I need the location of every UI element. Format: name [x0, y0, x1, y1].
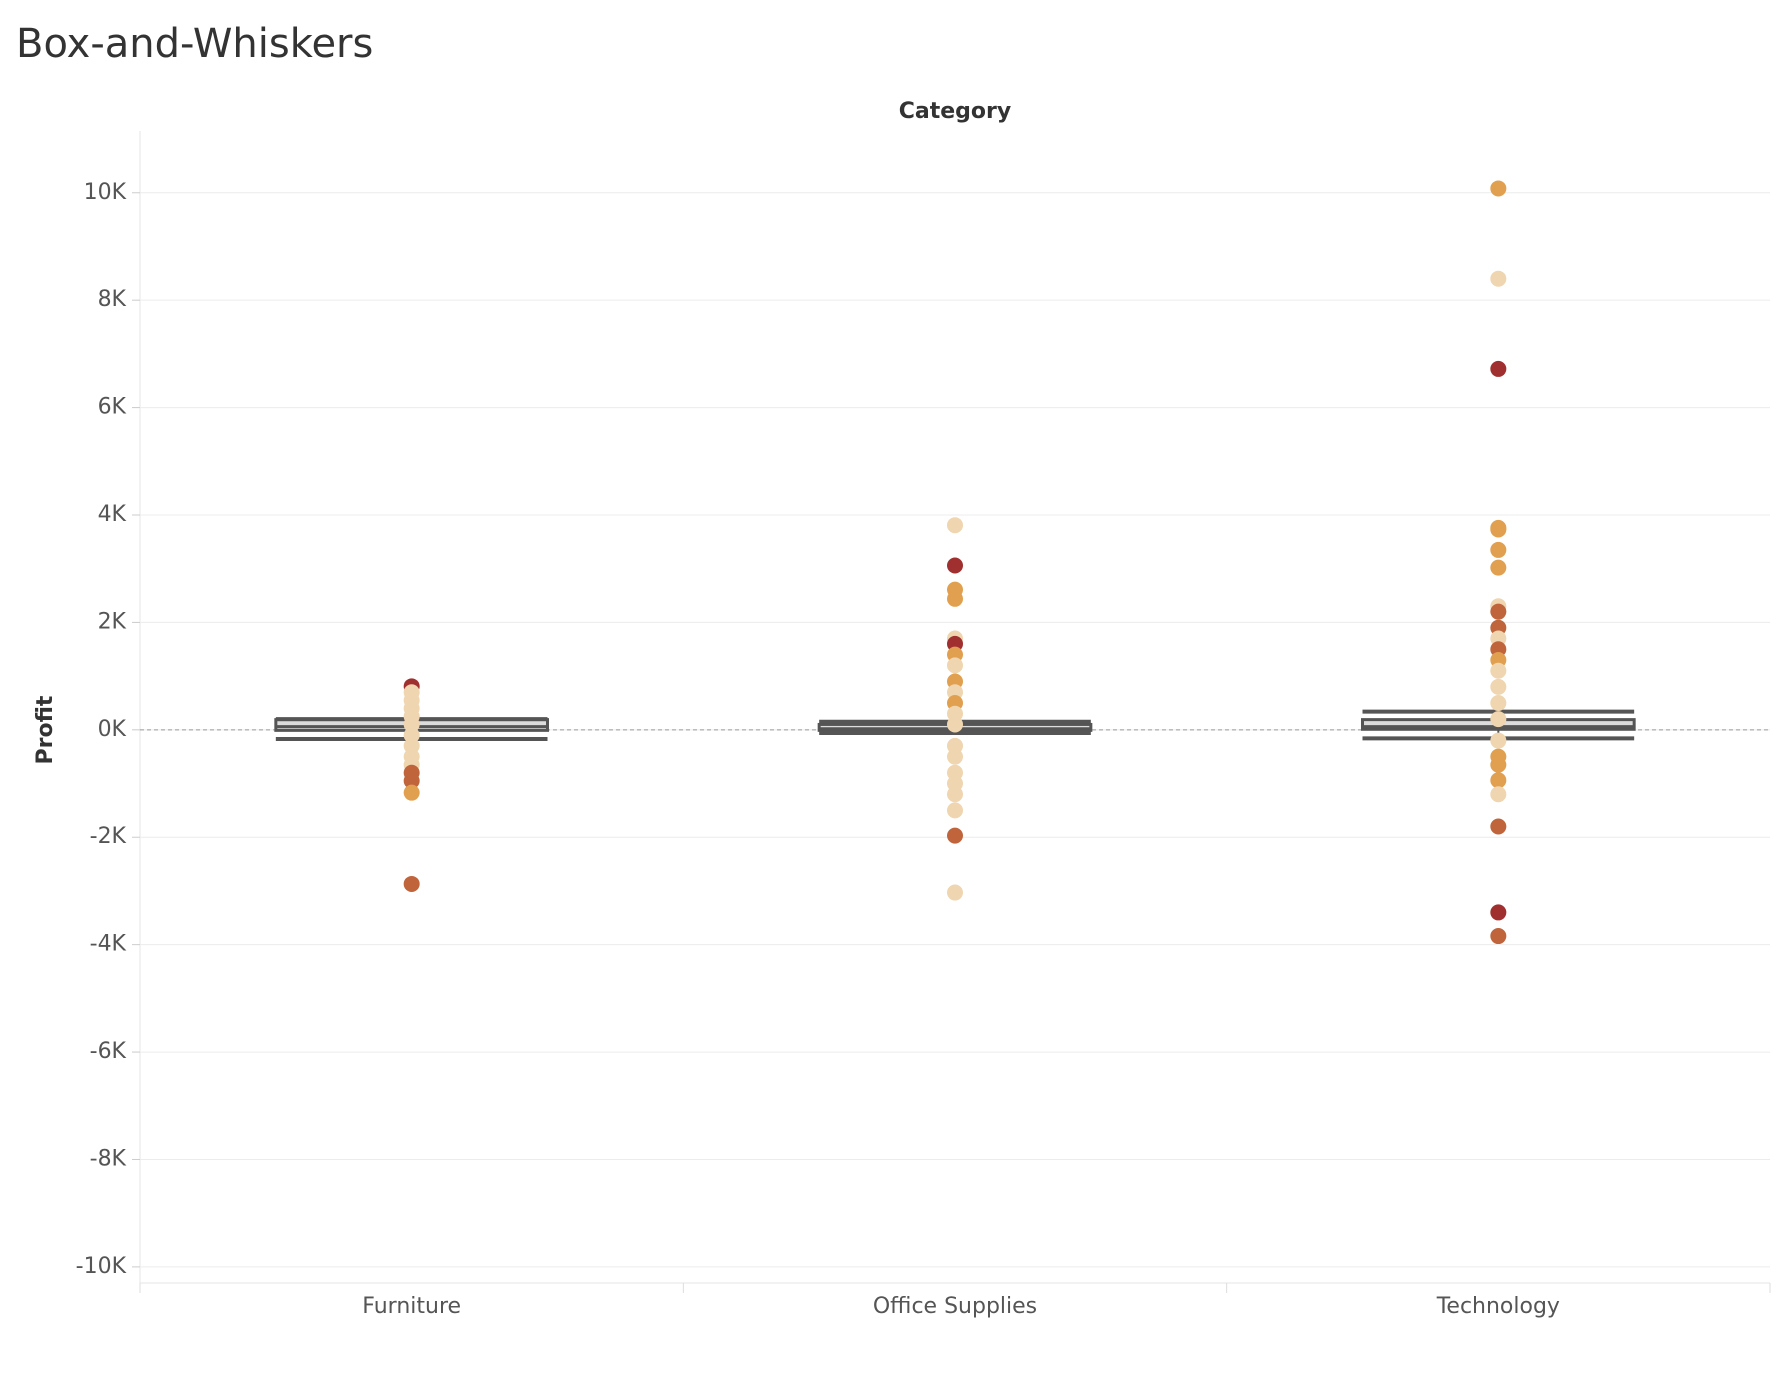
point	[403, 772, 420, 789]
y-tick-label: 0K	[98, 717, 127, 742]
point	[947, 517, 963, 534]
point	[1490, 521, 1507, 538]
point	[1490, 732, 1507, 749]
point	[1490, 694, 1507, 711]
point	[1490, 756, 1507, 773]
point	[1490, 360, 1507, 377]
point	[403, 784, 420, 801]
point	[947, 716, 963, 733]
y-tick-label: -4K	[90, 932, 127, 957]
point	[1490, 541, 1507, 558]
chart-title: Box-and-Whiskers	[16, 21, 373, 67]
point	[1490, 818, 1507, 835]
point	[1490, 928, 1507, 945]
point	[1490, 678, 1507, 695]
point	[947, 827, 963, 844]
point	[947, 557, 963, 574]
point	[1490, 904, 1507, 921]
point	[403, 875, 420, 892]
point	[947, 590, 963, 607]
point	[1490, 180, 1507, 197]
point	[1490, 270, 1507, 287]
y-tick-label: -2K	[90, 824, 127, 849]
point	[1490, 662, 1507, 679]
x-tick-label: Furniture	[362, 1294, 461, 1319]
point	[1490, 772, 1507, 789]
x-tick-label: Office Supplies	[873, 1294, 1037, 1319]
y-tick-label: -8K	[90, 1146, 127, 1171]
y-tick-label: 10K	[84, 180, 127, 205]
point	[947, 657, 963, 674]
y-tick-label: -6K	[90, 1039, 127, 1064]
point	[947, 748, 963, 765]
point	[947, 802, 963, 819]
y-axis-title: Profit	[33, 695, 58, 764]
point	[1490, 603, 1507, 620]
point	[1490, 559, 1507, 576]
x-tick-label: Technology	[1436, 1294, 1560, 1319]
y-tick-label: 4K	[98, 502, 127, 527]
x-axis-title: Category	[899, 99, 1011, 124]
y-tick-label: 2K	[98, 609, 127, 634]
point	[1490, 711, 1507, 728]
y-tick-label: 8K	[98, 287, 127, 312]
y-tick-label: -10K	[76, 1254, 127, 1279]
point	[947, 884, 963, 901]
point	[1490, 786, 1507, 803]
point	[947, 786, 963, 803]
y-tick-label: 6K	[98, 395, 127, 420]
